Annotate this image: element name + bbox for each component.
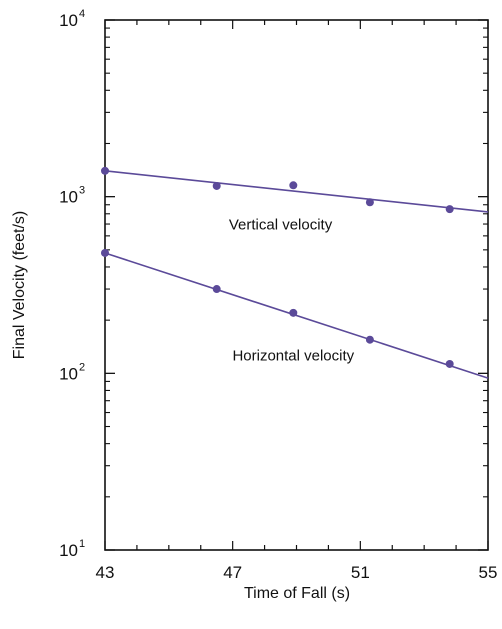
fit-line-2 xyxy=(104,252,489,379)
y-tick-exponent: 2 xyxy=(79,361,85,373)
data-point-s2 xyxy=(445,359,454,368)
y-tick-label: 10 xyxy=(59,541,78,560)
y-tick-label: 10 xyxy=(59,11,78,30)
data-points xyxy=(101,166,454,368)
data-point-s2 xyxy=(212,285,221,294)
fit-lines xyxy=(104,170,489,379)
y-tick-label: 10 xyxy=(59,364,78,383)
data-point-s2 xyxy=(289,308,298,317)
plot-frame xyxy=(104,19,489,551)
vertical-velocity-label: Vertical velocity xyxy=(229,217,333,234)
data-point-s1 xyxy=(289,181,298,190)
x-tick-label: 43 xyxy=(96,563,115,582)
data-point-s2 xyxy=(365,335,374,344)
y-axis-title: Final Velocity (feet/s) xyxy=(11,211,28,360)
y-tick-exponent: 4 xyxy=(79,8,85,20)
x-tick-label: 51 xyxy=(351,563,370,582)
x-tick-label: 47 xyxy=(223,563,242,582)
data-point-s2 xyxy=(101,248,109,257)
data-point-s1 xyxy=(365,198,374,207)
y-tick-exponent: 3 xyxy=(79,185,85,197)
x-axis-title: Time of Fall (s) xyxy=(244,585,350,602)
y-tick-label: 10 xyxy=(59,188,78,207)
data-point-s1 xyxy=(445,205,454,214)
y-tick-exponent: 1 xyxy=(79,538,85,550)
data-point-s1 xyxy=(101,166,109,175)
fit-line-1 xyxy=(104,170,489,213)
x-tick-label: 55 xyxy=(479,563,498,582)
data-point-s1 xyxy=(212,181,221,190)
horizontal-velocity-label: Horizontal velocity xyxy=(232,348,354,365)
annotations: Vertical velocity Horizontal velocity xyxy=(229,217,355,365)
ticks-layer xyxy=(104,19,489,551)
